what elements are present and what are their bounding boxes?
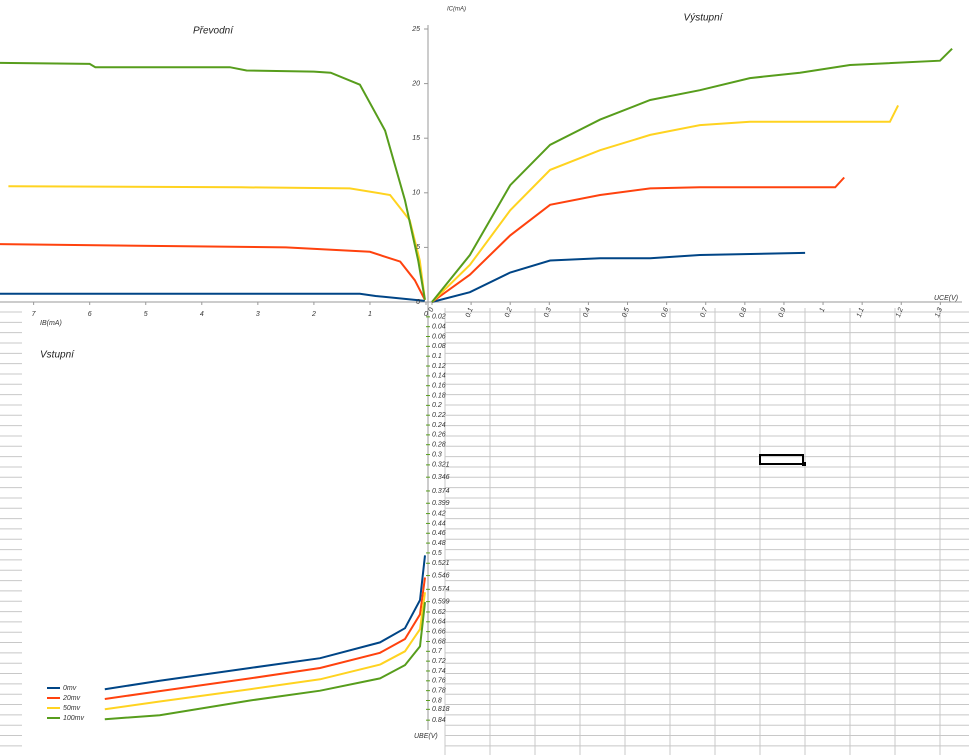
y-tick-label: 0 [416,299,420,306]
x-tick-label: 5 [144,311,148,318]
y-tick-label: 0.44 [432,520,446,527]
y-tick-label: 0.16 [432,383,446,390]
y-tick-label: 0.74 [432,668,446,675]
y-tick-label: 0.24 [432,422,446,429]
series-line [431,251,806,303]
x-tick-label: 0.1 [465,307,475,319]
y-axis-label: UBE(V) [414,733,438,740]
y-tick-label: 0.599 [432,598,450,605]
y-tick-label: 0.66 [432,628,446,635]
series-line [431,104,899,303]
x-tick-label: 1 [819,307,827,313]
y-tick-label: 0.1 [432,353,442,360]
y-tick-label: 0.26 [432,432,446,439]
x-tick-label: 0.8 [739,307,749,319]
x-tick-label: 0.5 [621,307,631,319]
x-tick-label: 0.3 [543,307,553,319]
series-line [104,592,426,711]
y-tick-label: 0.546 [432,572,450,579]
x-tick-label: 0.7 [699,306,709,319]
y-tick-label: 0.08 [432,343,446,350]
y-tick-label: 0.5 [432,550,442,557]
series-line [104,555,426,691]
x-tick-label: 7 [32,311,37,318]
y-tick-label: 0.78 [432,687,446,694]
y-tick-label: 0.02 [432,314,446,321]
y-tick-label: 0.18 [432,392,446,399]
series-line [0,61,426,300]
x-tick-label: 4 [200,311,204,318]
y-tick-label: 0.04 [432,324,446,331]
chart-title: Vstupní [40,350,75,361]
y-tick-label: 5 [416,244,420,251]
series-line [0,292,425,302]
y-tick-label: 0.64 [432,619,446,626]
y-tick-label: 0.22 [432,412,446,419]
x-tick-label: 1.3 [934,307,944,319]
y-tick-label: 0.574 [432,586,450,593]
x-tick-label: 0 [424,311,428,318]
x-axis-label: IB(mA) [40,320,62,327]
series-line [431,176,845,303]
legend-label: 100mv [63,715,85,722]
y-tick-label: 0.521 [432,560,450,567]
y-tick-label: 0.346 [432,474,450,481]
fill-handle[interactable] [802,462,806,466]
legend-label: 0mv [63,685,77,692]
y-tick-label: 0.818 [432,706,450,713]
chart-title: Převodní [193,26,234,37]
y-tick-label: 0.72 [432,658,446,665]
x-tick-label: 3 [256,311,260,318]
y-tick-label: 0.374 [432,488,450,495]
y-tick-label: 0.8 [432,697,442,704]
legend-label: 20mv [62,695,81,702]
y-tick-label: 20 [411,80,420,87]
y-tick-label: 0.68 [432,638,446,645]
y-tick-label: 0.48 [432,540,446,547]
y-tick-label: 15 [412,135,420,142]
y-tick-label: 0.3 [432,451,442,458]
chart-title: Výstupní [684,13,724,24]
y-tick-label: 0.42 [432,510,446,517]
series-line [104,601,426,721]
y-tick-label: 0.62 [432,609,446,616]
y-tick-label: 25 [411,26,420,33]
y-tick-label: 0.2 [432,402,442,409]
selected-cell[interactable] [759,454,804,465]
y-tick-label: 0.14 [432,373,446,380]
x-tick-label: 0.2 [504,307,514,319]
y-tick-label: 0.12 [432,363,446,370]
series-line [431,47,953,303]
x-tick-label: 0.6 [660,307,670,319]
x-tick-label: 1.1 [856,307,866,319]
y-tick-label: 10 [412,190,420,197]
sheet-grid [0,308,969,755]
x-tick-label: 6 [88,311,92,318]
y-tick-label: 0.399 [432,500,450,507]
y-axis-label: IC(mA) [447,7,466,13]
x-tick-label: 0.9 [778,307,788,319]
y-tick-label: 0.46 [432,530,446,537]
x-tick-label: 0 [428,307,436,313]
y-tick-label: 0.321 [432,462,450,469]
y-tick-label: 0.84 [432,717,446,724]
series-line [104,577,426,700]
y-tick-label: 0.7 [432,648,443,655]
y-tick-label: 0.06 [432,333,446,340]
x-tick-label: 2 [311,311,316,318]
y-tick-label: 0.28 [432,442,446,449]
series-line [8,185,426,300]
legend-label: 50mv [63,705,81,712]
series-line [0,243,426,301]
x-tick-label: 1 [368,311,372,318]
x-tick-label: 0.4 [582,307,592,319]
y-tick-label: 0.76 [432,678,446,685]
x-axis-label: UCE(V) [934,295,958,302]
x-tick-label: 1.2 [895,307,905,319]
